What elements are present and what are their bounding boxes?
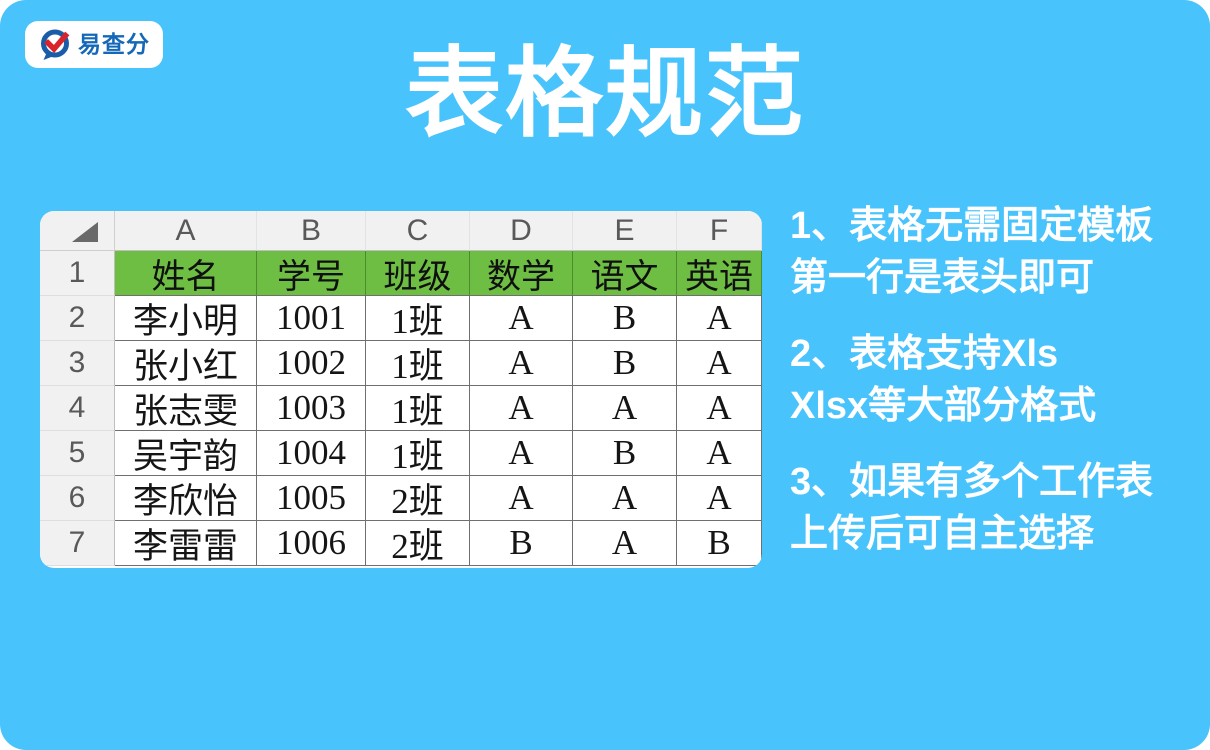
data-cell: A	[677, 296, 762, 341]
data-cell: A	[470, 476, 573, 521]
data-cell: A	[677, 431, 762, 476]
data-cell: 1003	[257, 386, 366, 431]
column-header-b: B	[257, 211, 366, 251]
row-number-4: 4	[40, 386, 115, 431]
row-number-5: 5	[40, 431, 115, 476]
header-cell: 语文	[573, 251, 677, 296]
instruction-1-line-2: 第一行是表头即可	[790, 257, 1095, 299]
data-cell: A	[470, 296, 573, 341]
page-title: 表格规范	[404, 38, 805, 148]
data-cell: A	[573, 521, 677, 566]
header-cell: 数学	[470, 251, 573, 296]
data-cell: 1班	[366, 386, 470, 431]
instruction-2: 2、表格支持Xls Xlsx等大部分格式	[790, 328, 1200, 432]
instructions: 1、表格无需固定模板 第一行是表头即可 2、表格支持Xls Xlsx等大部分格式…	[790, 200, 1200, 584]
data-cell: B	[677, 521, 762, 566]
data-cell: A	[677, 476, 762, 521]
data-cell: 张小红	[115, 341, 257, 386]
spreadsheet: A B C D E F 1 姓名 学号 班级 数学 语文 英语 2 李小明 1001 1班 A B A 3 张小红 1002…	[40, 211, 762, 568]
data-cell: 1001	[257, 296, 366, 341]
instruction-1: 1、表格无需固定模板 第一行是表头即可	[790, 200, 1200, 304]
data-cell: 2班	[366, 521, 470, 566]
row-number-1: 1	[40, 251, 115, 296]
data-cell: B	[573, 431, 677, 476]
select-all-triangle-icon	[72, 222, 98, 242]
data-cell: 张志雯	[115, 386, 257, 431]
row-number-6: 6	[40, 476, 115, 521]
data-cell: 1004	[257, 431, 366, 476]
data-cell: 1006	[257, 521, 366, 566]
column-header-f: F	[677, 211, 762, 251]
instruction-3-line-1: 3、如果有多个工作表	[790, 461, 1154, 503]
header-cell: 姓名	[115, 251, 257, 296]
header-cell: 班级	[366, 251, 470, 296]
column-header-c: C	[366, 211, 470, 251]
instruction-2-line-2: Xlsx等大部分格式	[790, 385, 1097, 427]
select-all-corner	[40, 211, 115, 251]
data-cell: 李雷雷	[115, 521, 257, 566]
check-bubble-icon	[38, 28, 72, 62]
data-cell: 1班	[366, 341, 470, 386]
data-cell: B	[573, 341, 677, 386]
data-cell: 吴宇韵	[115, 431, 257, 476]
instruction-3-line-2: 上传后可自主选择	[790, 513, 1095, 555]
data-cell: A	[677, 386, 762, 431]
data-cell: B	[573, 296, 677, 341]
data-cell: A	[470, 386, 573, 431]
data-cell: 李小明	[115, 296, 257, 341]
instruction-2-line-1: 2、表格支持Xls	[790, 333, 1059, 375]
column-header-d: D	[470, 211, 573, 251]
column-header-a: A	[115, 211, 257, 251]
instruction-1-line-1: 1、表格无需固定模板	[790, 205, 1154, 247]
column-header-e: E	[573, 211, 677, 251]
row-number-3: 3	[40, 341, 115, 386]
data-cell: A	[573, 476, 677, 521]
data-cell: A	[470, 431, 573, 476]
header-cell: 英语	[677, 251, 762, 296]
data-cell: 2班	[366, 476, 470, 521]
row-number-2: 2	[40, 296, 115, 341]
header-cell: 学号	[257, 251, 366, 296]
data-cell: A	[677, 341, 762, 386]
row-number-7: 7	[40, 521, 115, 566]
logo: 易查分	[25, 21, 163, 68]
logo-text: 易查分	[78, 31, 150, 57]
data-cell: A	[573, 386, 677, 431]
instruction-3: 3、如果有多个工作表 上传后可自主选择	[790, 456, 1200, 560]
data-cell: B	[470, 521, 573, 566]
data-cell: 1005	[257, 476, 366, 521]
data-cell: 1班	[366, 431, 470, 476]
data-cell: 李欣怡	[115, 476, 257, 521]
data-cell: 1班	[366, 296, 470, 341]
data-cell: 1002	[257, 341, 366, 386]
data-cell: A	[470, 341, 573, 386]
